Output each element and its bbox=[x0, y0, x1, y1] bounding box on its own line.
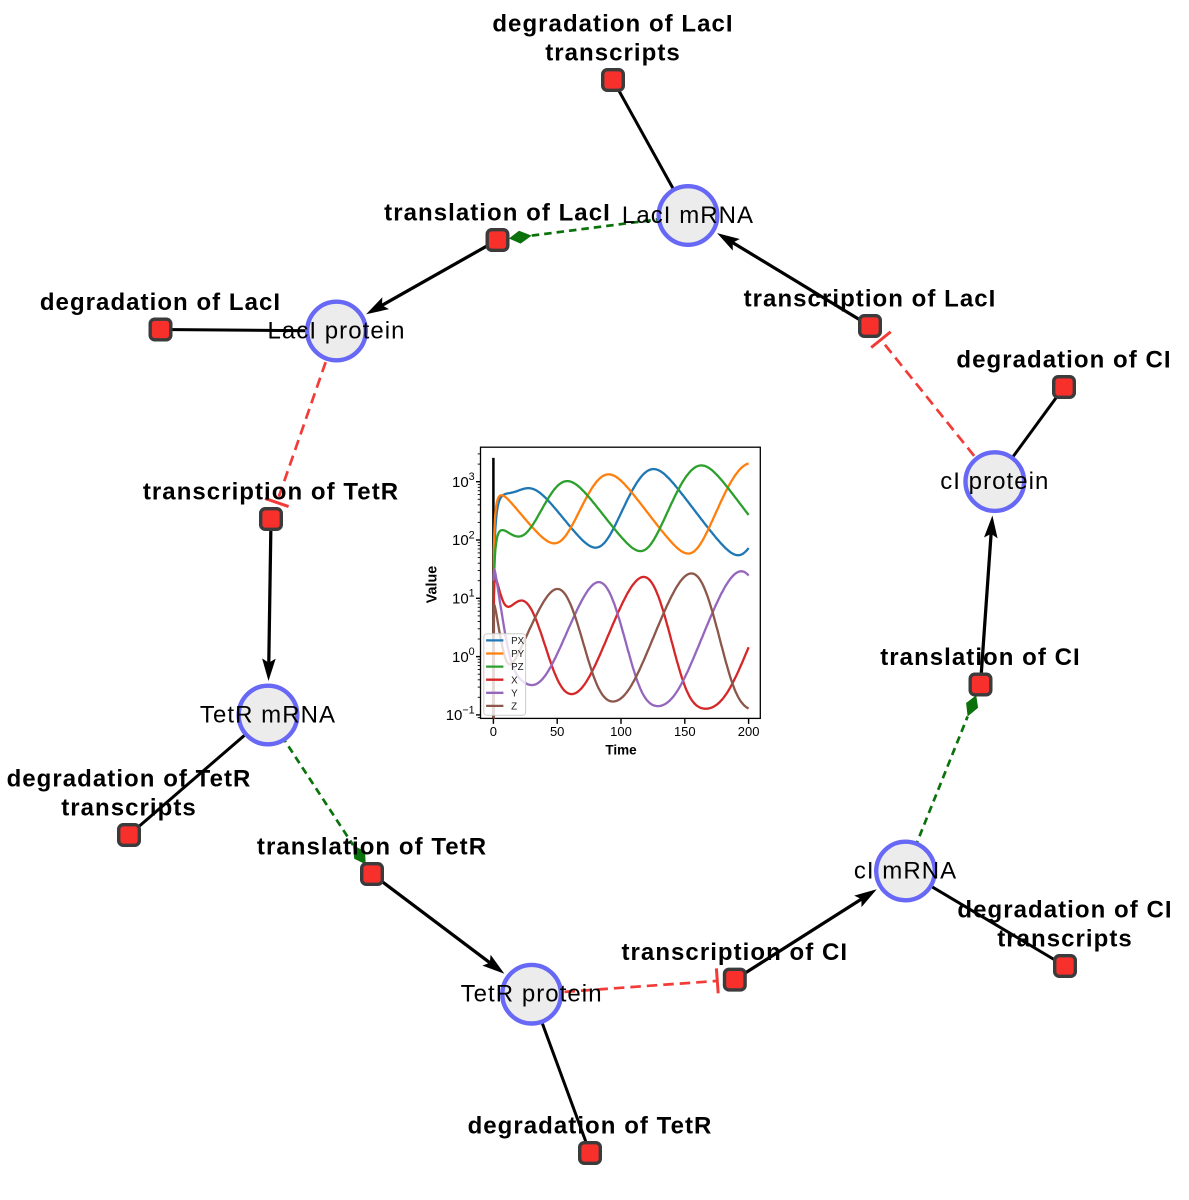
svg-text:transcripts: transcripts bbox=[61, 795, 197, 822]
svg-text:transcripts: transcripts bbox=[997, 926, 1133, 953]
svg-text:Y: Y bbox=[511, 688, 518, 699]
svg-text:0: 0 bbox=[490, 724, 497, 739]
svg-text:translation of TetR: translation of TetR bbox=[257, 834, 487, 861]
svg-text:transcription of TetR: transcription of TetR bbox=[143, 479, 399, 506]
svg-text:transcripts: transcripts bbox=[545, 40, 681, 67]
svg-text:transcription of LacI: transcription of LacI bbox=[744, 286, 997, 313]
svg-text:LacI protein: LacI protein bbox=[267, 318, 405, 345]
svg-text:degradation of LacI: degradation of LacI bbox=[492, 11, 733, 38]
svg-text:Value: Value bbox=[425, 566, 441, 603]
svg-text:transcription of CI: transcription of CI bbox=[621, 939, 848, 966]
svg-text:translation of LacI: translation of LacI bbox=[384, 200, 611, 227]
svg-text:degradation of LacI: degradation of LacI bbox=[40, 289, 281, 316]
svg-text:degradation of TetR: degradation of TetR bbox=[7, 766, 252, 793]
svg-text:cI mRNA: cI mRNA bbox=[854, 858, 957, 885]
svg-text:PY: PY bbox=[511, 649, 525, 660]
svg-text:PZ: PZ bbox=[511, 662, 524, 673]
svg-text:200: 200 bbox=[738, 724, 760, 739]
svg-text:degradation of CI: degradation of CI bbox=[957, 897, 1172, 924]
svg-text:cI protein: cI protein bbox=[940, 468, 1049, 495]
svg-text:Z: Z bbox=[511, 702, 517, 713]
svg-text:translation of CI: translation of CI bbox=[880, 644, 1081, 671]
svg-text:TetR protein: TetR protein bbox=[461, 981, 603, 1008]
svg-text:X: X bbox=[511, 675, 518, 686]
svg-text:LacI mRNA: LacI mRNA bbox=[622, 202, 754, 229]
svg-text:100: 100 bbox=[610, 724, 632, 739]
svg-text:Time: Time bbox=[605, 743, 637, 758]
svg-text:TetR mRNA: TetR mRNA bbox=[200, 702, 336, 729]
svg-text:PX: PX bbox=[511, 636, 525, 647]
svg-text:degradation of TetR: degradation of TetR bbox=[468, 1113, 713, 1140]
svg-text:150: 150 bbox=[674, 724, 696, 739]
svg-text:degradation of CI: degradation of CI bbox=[956, 347, 1171, 374]
svg-text:50: 50 bbox=[550, 724, 564, 739]
